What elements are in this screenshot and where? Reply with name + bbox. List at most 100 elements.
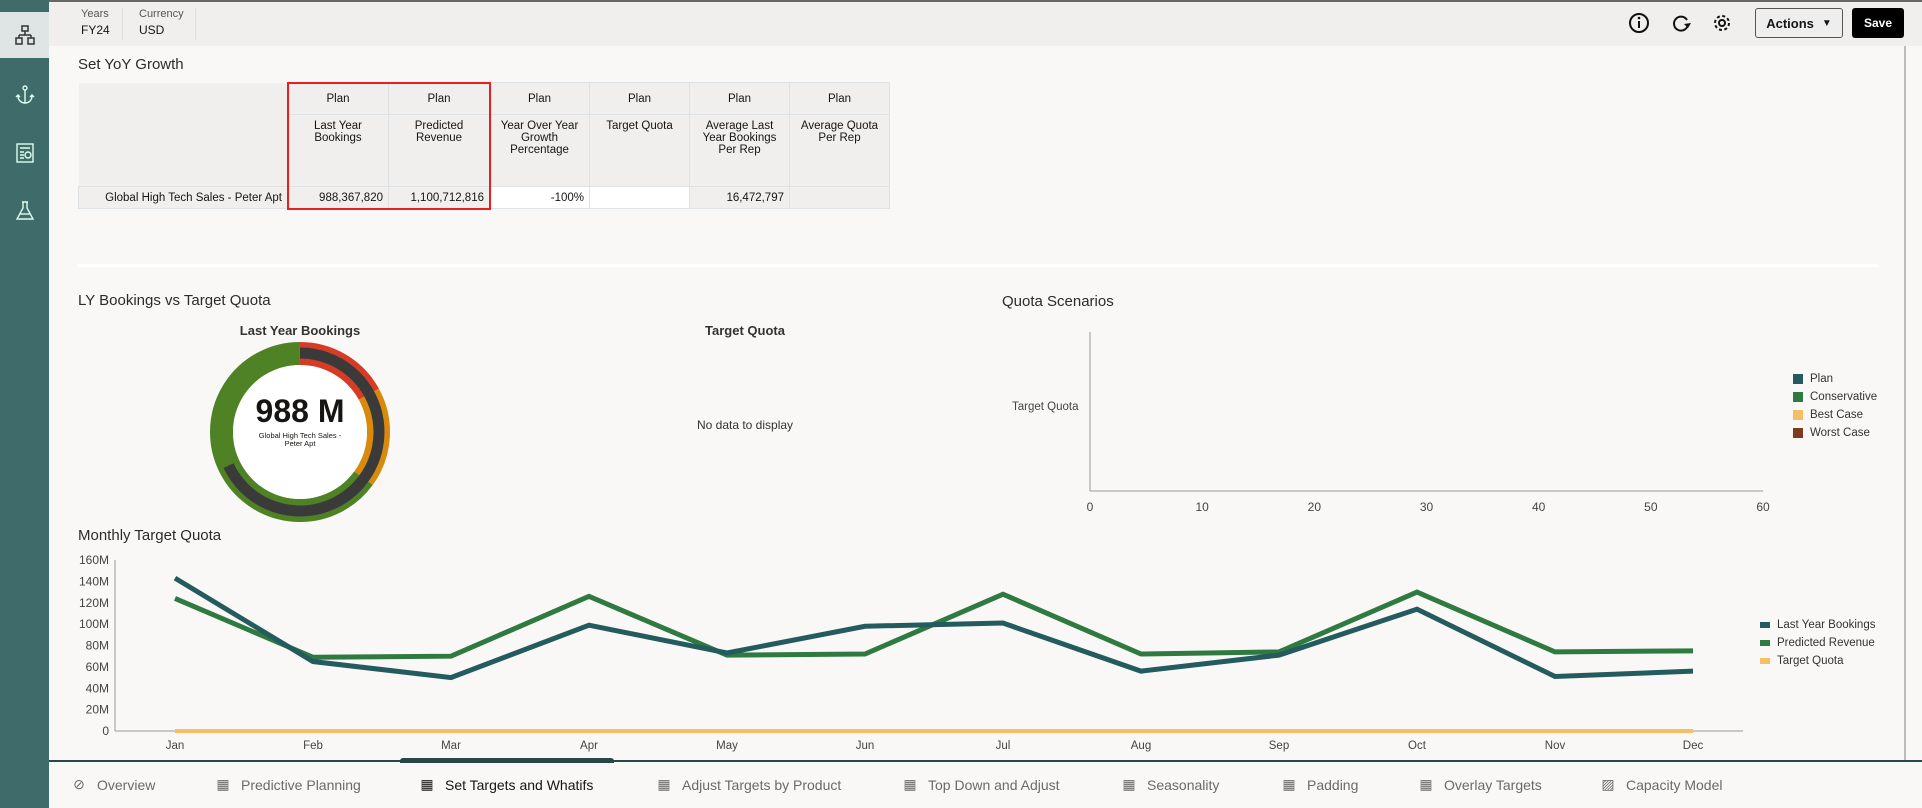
tab-label: Predictive Planning — [241, 776, 361, 793]
x-tick-label: Apr — [580, 740, 598, 752]
tab-set-targets-and-whatifs[interactable]: ▦ Set Targets and Whatifs — [419, 776, 593, 793]
gauge-title: Last Year Bookings — [239, 323, 361, 338]
legend-item[interactable]: Worst Case — [1793, 427, 1870, 439]
sidebar-item-hierarchy[interactable] — [0, 12, 49, 58]
legend-label: Last Year Bookings — [1777, 619, 1876, 631]
section-divider — [78, 264, 1878, 267]
legend-item[interactable]: Conservative — [1793, 391, 1877, 403]
x-tick-label: 30 — [1420, 500, 1434, 514]
save-button[interactable]: Save — [1852, 8, 1904, 38]
y-tick-label: 80M — [86, 639, 109, 653]
pov-value: FY24 — [81, 23, 110, 37]
form-icon: ▦ — [1419, 776, 1433, 792]
column-header: Target Quota — [589, 114, 690, 187]
series-line-last-year-bookings[interactable] — [173, 576, 1694, 681]
sidebar-item-report[interactable] — [0, 130, 49, 176]
form-icon: ▦ — [903, 776, 917, 792]
tab-padding[interactable]: ▦ Padding — [1281, 776, 1358, 793]
top-bar — [49, 0, 1922, 46]
x-tick-label: Sep — [1269, 740, 1289, 752]
pov-years[interactable]: Years FY24 — [81, 8, 110, 37]
dashboard-icon: ▨ — [1601, 776, 1615, 792]
x-tick-label: Dec — [1683, 740, 1704, 752]
sidebar-item-anchor[interactable] — [0, 72, 49, 118]
scenario-header: Plan — [589, 82, 690, 115]
tab-label: Capacity Model — [1626, 776, 1723, 793]
grid-title: Set YoY Growth — [78, 56, 184, 73]
tab-seasonality[interactable]: ▦ Seasonality — [1121, 776, 1219, 793]
legend-item[interactable]: Last Year Bookings — [1760, 619, 1875, 631]
tab-overview[interactable]: ⊘ Overview — [71, 776, 155, 793]
x-tick-label: Jan — [166, 740, 185, 752]
highlight-box — [287, 82, 491, 210]
legend-label: Plan — [1810, 373, 1834, 385]
x-tick-label: Jun — [856, 740, 875, 752]
category-label: Target Quota — [1012, 401, 1079, 413]
y-tick-label: 20M — [86, 703, 109, 717]
scenario-header: Plan — [287, 82, 389, 115]
tab-adjust-targets-by-product[interactable]: ▦ Adjust Targets by Product — [656, 776, 841, 793]
table-row: Global High Tech Sales - Peter Apt 988,3… — [78, 186, 890, 209]
x-tick-label: 0 — [1087, 500, 1094, 514]
pov-label: Years — [81, 8, 109, 20]
pov-value: USD — [139, 23, 165, 37]
x-tick-label: 40 — [1532, 500, 1546, 514]
column-header: Average Quota Per Rep — [789, 114, 890, 187]
settings-gear-icon[interactable] — [1711, 12, 1733, 34]
y-tick-label: 0 — [102, 724, 109, 738]
form-icon: ▦ — [657, 776, 671, 792]
cell-predicted-revenue[interactable]: 1,100,712,816 — [388, 186, 490, 209]
sidebar — [0, 0, 49, 808]
x-tick-label: 10 — [1195, 500, 1209, 514]
form-icon: ▦ — [420, 776, 434, 792]
tab-capacity-model[interactable]: ▨ Capacity Model — [1600, 776, 1723, 793]
actions-button[interactable]: Actions ▼ — [1755, 8, 1843, 38]
legend-item[interactable]: Plan — [1793, 373, 1833, 385]
legend-swatch — [1793, 374, 1803, 384]
no-data-message: No data to display — [696, 418, 794, 432]
x-tick-label: Oct — [1408, 740, 1427, 752]
scrollbar[interactable] — [1904, 46, 1906, 760]
legend-item[interactable]: Best Case — [1793, 409, 1863, 421]
tab-label: Adjust Targets by Product — [682, 776, 842, 793]
ly-vs-tq-title: LY Bookings vs Target Quota — [78, 292, 271, 309]
column-header: Average Last Year Bookings Per Rep — [689, 114, 790, 187]
tab-overlay-targets[interactable]: ▦ Overlay Targets — [1418, 776, 1541, 793]
quota-scenarios-chart: 0 10 20 30 40 50 60 — [1087, 332, 1770, 514]
refresh-icon[interactable] — [1670, 12, 1692, 34]
x-tick-label: Jul — [996, 740, 1011, 752]
x-tick-label: 50 — [1644, 500, 1658, 514]
quota-scenarios-title: Quota Scenarios — [1002, 293, 1114, 310]
monthly-target-quota-chart: 0 20M 40M 60M 80M 100M 120M 140M 160M Jan Feb Mar Ap… — [79, 553, 1743, 752]
x-tick-label: Nov — [1545, 740, 1566, 752]
row-header: Global High Tech Sales - Peter Apt — [78, 186, 288, 209]
cell-avg-quota[interactable] — [789, 186, 890, 209]
flask-icon — [15, 201, 34, 220]
scenario-header: Plan — [489, 82, 590, 115]
legend-item[interactable]: Predicted Revenue — [1760, 637, 1875, 649]
divider — [195, 8, 196, 40]
gauge-member: Global High Tech Sales - Peter Apt — [258, 431, 342, 448]
info-icon[interactable] — [1628, 12, 1650, 34]
cell-yoy-growth[interactable]: -100% — [489, 186, 590, 209]
cell-avg-ly-bookings[interactable]: 16,472,797 — [689, 186, 790, 209]
legend-label: Best Case — [1810, 409, 1864, 421]
pov-currency[interactable]: Currency USD — [139, 8, 184, 37]
tab-label: Padding — [1307, 776, 1359, 793]
data-grid: Plan Plan Plan Plan Plan Plan Last Year … — [78, 82, 890, 209]
active-tab-indicator — [400, 758, 614, 763]
x-tick-label: 60 — [1756, 500, 1770, 514]
cell-last-year-bookings[interactable]: 988,367,820 — [287, 186, 389, 209]
tab-top-down-and-adjust[interactable]: ▦ Top Down and Adjust — [902, 776, 1059, 793]
scenario-header: Plan — [388, 82, 490, 115]
tab-predictive-planning[interactable]: ▦ Predictive Planning — [215, 776, 361, 793]
y-tick-label: 60M — [86, 660, 109, 674]
tab-label: Overview — [97, 776, 156, 793]
legend-item[interactable]: Target Quota — [1760, 655, 1843, 667]
legend-swatch — [1793, 428, 1803, 438]
x-tick-label: May — [716, 740, 738, 752]
legend-label: Worst Case — [1810, 427, 1870, 439]
sidebar-item-flask[interactable] — [0, 188, 49, 234]
cell-target-quota[interactable] — [589, 186, 690, 209]
scenario-header: Plan — [789, 82, 890, 115]
